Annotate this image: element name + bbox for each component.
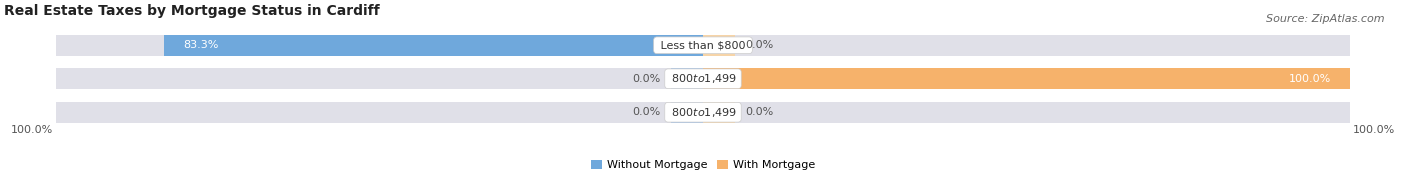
Bar	[165, 35, 703, 56]
Bar	[56, 102, 703, 123]
Text: $800 to $1,499: $800 to $1,499	[668, 72, 738, 85]
Legend: Without Mortgage, With Mortgage: Without Mortgage, With Mortgage	[586, 155, 820, 175]
Bar	[671, 68, 703, 89]
Bar	[703, 68, 1350, 89]
Bar	[703, 102, 1350, 123]
Bar	[703, 35, 1350, 56]
Text: 100.0%: 100.0%	[1353, 125, 1395, 135]
Bar	[56, 68, 703, 89]
Text: Real Estate Taxes by Mortgage Status in Cardiff: Real Estate Taxes by Mortgage Status in …	[4, 4, 380, 18]
Text: 0.0%: 0.0%	[745, 107, 773, 117]
Text: Source: ZipAtlas.com: Source: ZipAtlas.com	[1267, 14, 1385, 24]
Text: Less than $800: Less than $800	[657, 40, 749, 50]
Text: 100.0%: 100.0%	[1288, 74, 1330, 84]
Bar	[703, 102, 735, 123]
Text: 83.3%: 83.3%	[183, 40, 219, 50]
Text: $800 to $1,499: $800 to $1,499	[668, 106, 738, 119]
Text: 0.0%: 0.0%	[745, 40, 773, 50]
Bar	[703, 68, 1350, 89]
Text: 0.0%: 0.0%	[633, 107, 661, 117]
Bar	[56, 35, 703, 56]
Bar	[671, 102, 703, 123]
Bar	[703, 35, 735, 56]
Text: 100.0%: 100.0%	[11, 125, 53, 135]
Text: 0.0%: 0.0%	[633, 74, 661, 84]
